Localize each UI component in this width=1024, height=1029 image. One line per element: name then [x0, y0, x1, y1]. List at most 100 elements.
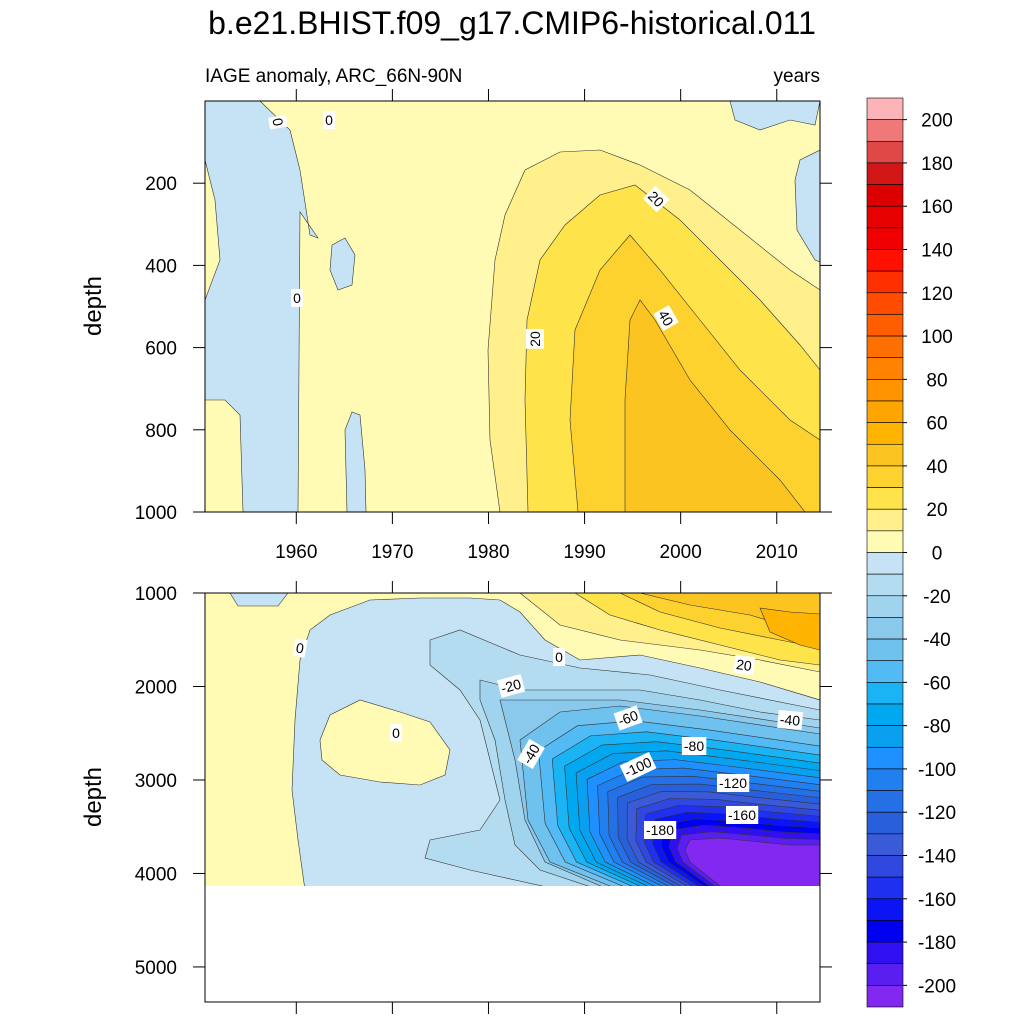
colorbar-label: 160 — [921, 197, 953, 218]
y-axis-label: depth — [80, 276, 107, 336]
colorbar-label: -160 — [918, 890, 956, 911]
colorbar-box — [866, 379, 904, 402]
y-tick-label: 1000 — [135, 584, 177, 605]
colorbar-label: 40 — [926, 457, 947, 478]
contour-label-bg — [733, 654, 756, 676]
colorbar-box — [866, 682, 904, 705]
y-tick-label: 400 — [145, 256, 177, 277]
colorbar-box — [866, 963, 904, 986]
contour-label-bg — [292, 638, 308, 658]
contour-label: 0 — [292, 638, 308, 658]
colorbar-label: 0 — [932, 544, 943, 565]
colorbar-box — [866, 119, 904, 142]
colorbar-box — [866, 205, 904, 229]
chart-title: b.e21.BHIST.f09_g17.CMIP6-historical.011 — [208, 5, 816, 41]
contour-label-text: -20 — [499, 676, 523, 697]
colorbar-box — [866, 703, 904, 726]
contour-label-bg — [725, 806, 759, 824]
panel-left-label: IAGE anomaly, ARC_66N-90N — [205, 66, 462, 87]
contour-label: -80 — [681, 737, 707, 755]
contour-label-bg — [291, 289, 304, 307]
contour-label: -60 — [613, 705, 643, 731]
colorbar-label: 20 — [926, 500, 947, 521]
contour-label: 0 — [268, 114, 288, 130]
contour-label-bg — [613, 705, 643, 731]
contour-label-text: -180 — [646, 822, 674, 838]
contour-band — [319, 699, 451, 786]
contour-field — [205, 101, 820, 512]
colorbar-box — [866, 941, 904, 965]
colorbar-box — [866, 725, 904, 748]
y-tick-label: 200 — [145, 174, 177, 195]
contour-label-text: 20 — [735, 656, 753, 674]
colorbar-label: -180 — [918, 933, 956, 954]
colorbar-label: 200 — [921, 111, 953, 132]
colorbar-box — [866, 768, 904, 791]
y-tick-label: 5000 — [135, 958, 177, 979]
colorbar-box — [866, 335, 904, 359]
colorbar-box — [866, 249, 904, 272]
y-tick-label: 800 — [145, 421, 177, 442]
contour-label-bg — [653, 305, 679, 332]
contour-band — [759, 607, 820, 651]
contour-label-text: 0 — [555, 649, 563, 665]
colorbar-label: 180 — [921, 154, 953, 175]
colorbar-box — [866, 400, 904, 423]
contour-label-bg — [268, 114, 288, 130]
y-tick-label: 3000 — [135, 771, 177, 792]
x-tick-label: 1990 — [563, 542, 605, 563]
colorbar-box — [866, 985, 904, 1008]
x-tick-label: 2000 — [660, 542, 702, 563]
colorbar-label: -20 — [923, 587, 950, 608]
colorbar-box — [866, 638, 904, 662]
y-tick-label: 1000 — [135, 503, 177, 524]
contour-label-bg — [681, 737, 707, 755]
contour-label-bg — [517, 738, 545, 769]
colorbar-label: 140 — [921, 241, 953, 262]
y-tick-label: 2000 — [135, 677, 177, 698]
plot-frame — [204, 592, 821, 1003]
contour-label: -20 — [496, 674, 526, 698]
colorbar-label: -140 — [918, 847, 956, 868]
colorbar-label: 120 — [921, 284, 953, 305]
colorbar-box — [866, 898, 904, 921]
colorbar-label: 80 — [926, 370, 947, 391]
colorbar-box — [866, 292, 904, 315]
contour-label-bg — [553, 648, 566, 666]
colorbar-label: -40 — [923, 630, 950, 651]
contour-label-bg — [390, 724, 403, 742]
contour-label: 0 — [390, 724, 403, 742]
colorbar-label: -80 — [923, 717, 950, 738]
contour-label-bg — [643, 821, 677, 839]
contour-label-text: -120 — [719, 775, 747, 791]
colorbar-box — [866, 465, 904, 488]
y-tick-label: 4000 — [135, 864, 177, 885]
colorbar-box — [866, 790, 904, 813]
colorbar-label: 60 — [926, 414, 947, 435]
contour-band — [794, 149, 820, 263]
contour-label-bg — [777, 709, 804, 731]
contour-label-bg — [526, 329, 544, 349]
plot-frame — [204, 100, 821, 513]
contour-band — [329, 237, 356, 291]
contour-label: 40 — [653, 305, 679, 332]
x-tick-label: 1980 — [467, 542, 509, 563]
contour-label-text: 0 — [392, 725, 400, 741]
contour-label-text: -40 — [779, 711, 801, 729]
colorbar-label: -200 — [918, 976, 956, 997]
colorbar-box — [866, 487, 904, 510]
x-tick-label: 1960 — [275, 542, 317, 563]
colorbar-box — [866, 270, 904, 294]
contour-label: 20 — [642, 185, 670, 213]
colorbar-box — [866, 617, 904, 640]
contour-label-text: 0 — [269, 117, 286, 128]
colorbar-box — [866, 314, 904, 337]
contour-label: 0 — [323, 111, 336, 129]
colorbar-label: -120 — [918, 803, 956, 824]
contour-band — [344, 411, 367, 512]
colorbar-box — [866, 920, 904, 943]
contour-band — [205, 101, 319, 512]
colorbar-label: -100 — [918, 760, 956, 781]
contour-label-text: 0 — [295, 639, 306, 656]
